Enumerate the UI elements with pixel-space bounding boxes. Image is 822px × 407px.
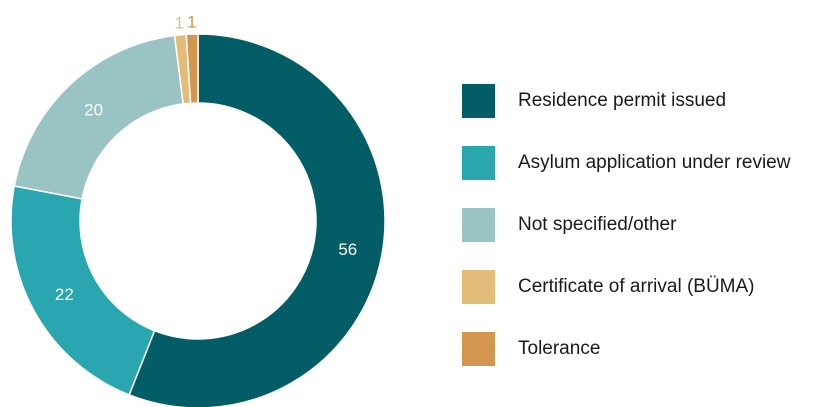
legend-swatch xyxy=(462,145,495,180)
legend-label: Not specified/other xyxy=(518,213,677,235)
legend-label: Tolerance xyxy=(518,337,601,359)
donut-slice xyxy=(185,33,199,105)
data-label: 22 xyxy=(55,285,74,304)
data-label: 56 xyxy=(338,240,357,259)
legend-swatch xyxy=(462,331,495,366)
data-label: 20 xyxy=(84,100,103,119)
legend-item-residence-permit: Residence permit issued xyxy=(462,80,790,121)
legend-label: Asylum application under review xyxy=(518,151,791,173)
legend-item-tolerance: Tolerance xyxy=(462,328,790,369)
legend-swatch xyxy=(462,207,495,242)
data-label: 1 xyxy=(175,13,184,32)
legend-label: Residence permit issued xyxy=(518,89,727,111)
donut-slice xyxy=(10,185,156,396)
legend-item-certificate-of-arrival: Certificate of arrival (BÜMA) xyxy=(462,266,790,307)
legend-item-asylum-application: Asylum application under review xyxy=(462,142,790,183)
legend-item-not-specified: Not specified/other xyxy=(462,204,790,245)
legend-swatch xyxy=(462,83,495,118)
legend: Residence permit issued Asylum applicati… xyxy=(462,80,790,369)
legend-label: Certificate of arrival (BÜMA) xyxy=(518,275,755,297)
data-label: 1 xyxy=(187,13,196,32)
legend-swatch xyxy=(462,269,495,304)
donut-slice xyxy=(128,33,386,407)
